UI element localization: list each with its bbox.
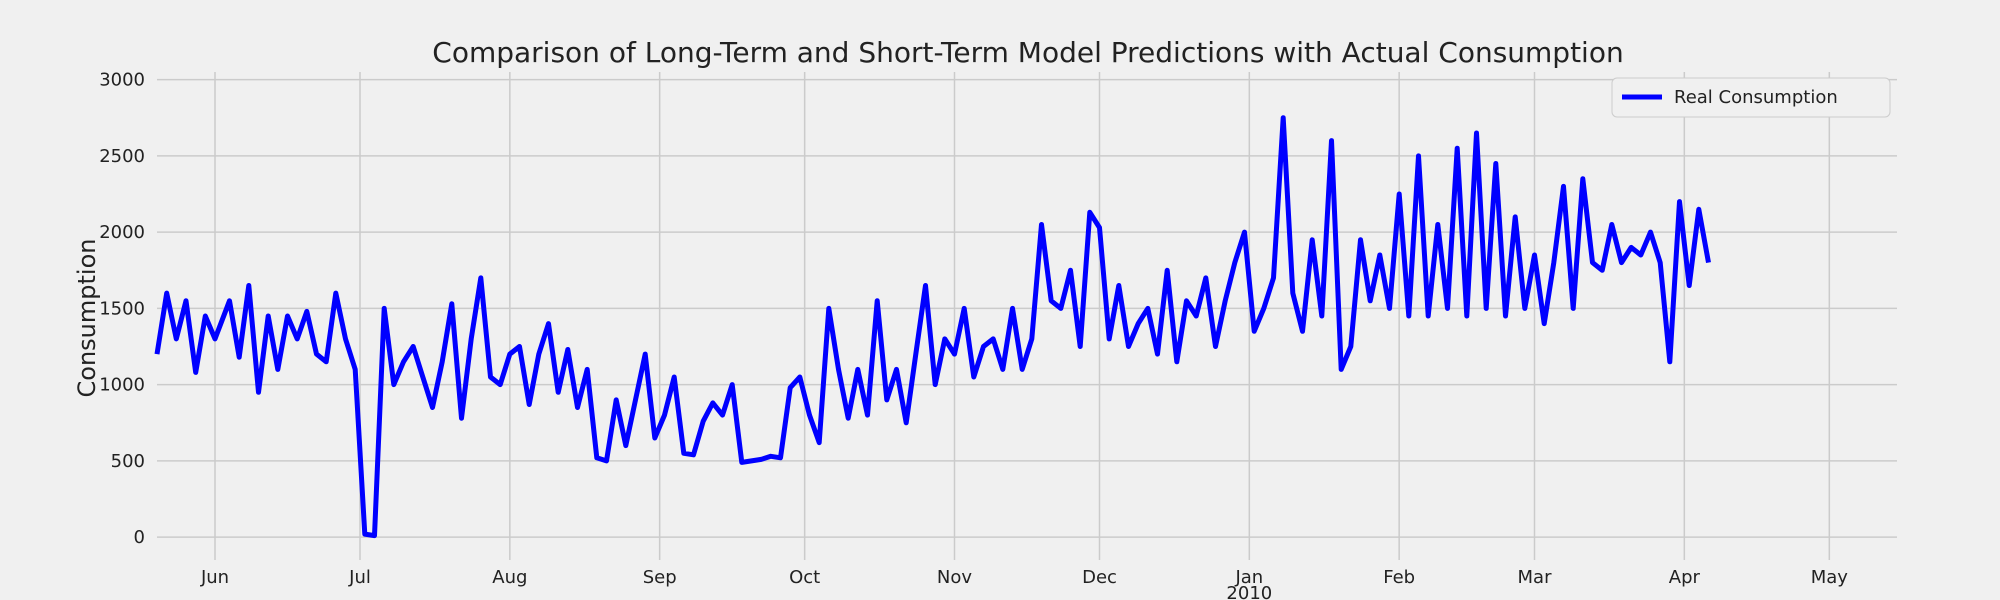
x-tick-label: Oct <box>789 567 820 588</box>
axes: 0 500 1000 1500 2000 2500 3000 Jun Jul Aug Sep Oct N… <box>99 70 1848 600</box>
x-tick-label: Sep <box>643 567 677 588</box>
x-tick-label: Jun <box>200 567 229 588</box>
series-line-0 <box>154 115 1711 539</box>
y-tick-label: 2500 <box>99 146 145 167</box>
y-tick-label: 3000 <box>99 70 145 91</box>
grid <box>157 72 1897 560</box>
legend: Real Consumption <box>1611 77 1891 118</box>
chart-title: Comparison of Long-Term and Short-Term M… <box>432 36 1623 69</box>
series-layer <box>154 115 1711 539</box>
x-tick-label: Aug <box>492 567 527 588</box>
x-tick-label: Jan <box>1234 567 1263 588</box>
legend-label: Real Consumption <box>1674 87 1838 108</box>
y-tick-label: 1000 <box>99 375 145 396</box>
x-year-label: 2010 <box>1226 583 1272 600</box>
y-axis-label: Consumption <box>73 239 101 398</box>
x-tick-label: May <box>1811 567 1849 588</box>
x-tick-label: Mar <box>1518 567 1553 588</box>
y-tick-label: 1500 <box>99 298 145 319</box>
y-tick-label: 0 <box>134 527 145 548</box>
y-tick-label: 500 <box>111 451 145 472</box>
x-tick-label: Jul <box>348 567 371 588</box>
x-tick-label: Feb <box>1383 567 1415 588</box>
x-tick-label: Apr <box>1669 567 1701 588</box>
y-tick-label: 2000 <box>99 222 145 243</box>
x-tick-label: Dec <box>1082 567 1117 588</box>
x-tick-label: Nov <box>937 567 972 588</box>
legend-box <box>1611 77 1891 118</box>
